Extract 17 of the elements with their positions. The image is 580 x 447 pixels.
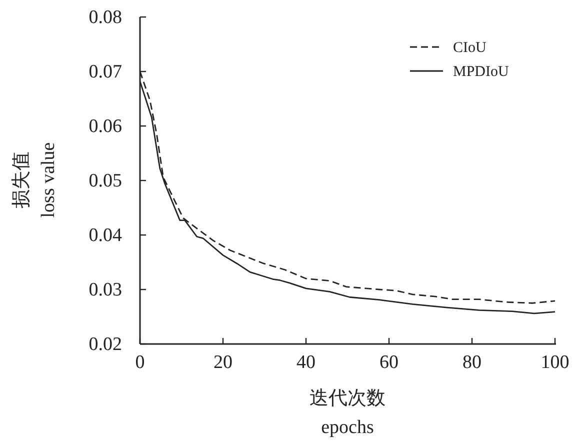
x-tick-label: 100 bbox=[540, 352, 570, 373]
y-tick-label: 0.03 bbox=[88, 280, 122, 300]
x-tick-label: 0 bbox=[135, 352, 145, 373]
x-tick-label: 40 bbox=[296, 352, 316, 373]
y-tick-label: 0.08 bbox=[88, 7, 122, 28]
x-tick-label: 60 bbox=[380, 352, 398, 373]
x-tick-label: 20 bbox=[214, 352, 232, 373]
y-tick-label: 0.07 bbox=[88, 62, 122, 82]
x-tick-label: 80 bbox=[462, 352, 482, 373]
y-tick-label: 0.06 bbox=[88, 116, 122, 137]
legend-label: MPDIoU bbox=[453, 64, 510, 80]
x-axis-title: 迭代次数 epochs bbox=[310, 388, 386, 438]
legend-label: CIoU bbox=[453, 40, 486, 56]
y-tick-label: 0.04 bbox=[88, 225, 122, 246]
y-tick-label: 0.02 bbox=[88, 334, 122, 355]
y-tick-label: 0.05 bbox=[88, 170, 122, 192]
y-axis-title: 损失值 loss value bbox=[11, 142, 59, 218]
